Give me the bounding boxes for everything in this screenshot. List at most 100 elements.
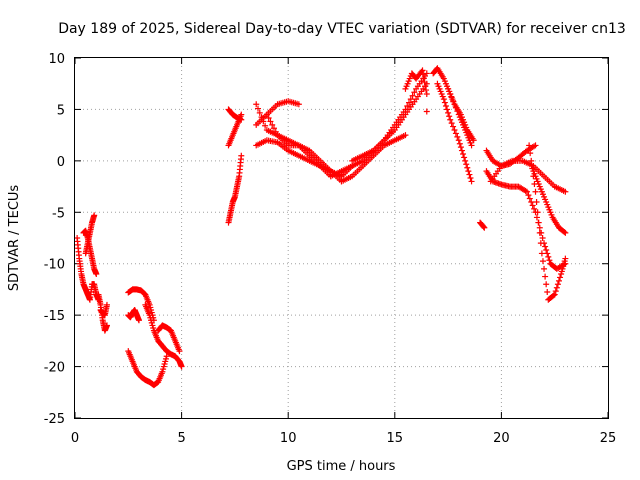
data-point bbox=[456, 140, 463, 147]
series-track-u bbox=[402, 67, 430, 97]
data-point bbox=[452, 130, 459, 137]
data-point bbox=[458, 147, 465, 154]
data-point bbox=[539, 258, 546, 265]
data-point bbox=[462, 157, 469, 164]
data-point bbox=[421, 79, 428, 86]
data-point bbox=[402, 132, 409, 139]
data-point bbox=[531, 205, 538, 212]
data-point bbox=[91, 212, 98, 219]
data-point bbox=[440, 96, 447, 103]
y-tick-label: -15 bbox=[44, 309, 65, 324]
x-tick-labels: 0 5 10 15 20 25 bbox=[71, 431, 616, 446]
data-point bbox=[253, 101, 260, 108]
data-point bbox=[535, 219, 542, 226]
data-point bbox=[238, 111, 245, 118]
data-point bbox=[545, 253, 552, 260]
x-axis-label: GPS time / hours bbox=[287, 459, 396, 474]
data-point bbox=[295, 101, 302, 108]
data-point bbox=[163, 353, 170, 360]
data-point bbox=[423, 91, 430, 97]
data-point bbox=[176, 348, 183, 355]
data-point bbox=[447, 116, 454, 123]
data-point bbox=[420, 75, 427, 82]
series-track-w bbox=[430, 65, 475, 149]
data-point bbox=[557, 274, 564, 281]
data-point bbox=[527, 150, 534, 157]
data-point bbox=[404, 103, 411, 109]
data-point bbox=[533, 199, 540, 205]
series-track-z bbox=[477, 219, 488, 231]
series-track-i bbox=[155, 322, 183, 355]
data-point bbox=[446, 113, 453, 120]
data-point bbox=[103, 322, 110, 329]
data-point bbox=[455, 137, 462, 144]
y-tick-label: -20 bbox=[44, 361, 65, 376]
data-point bbox=[448, 120, 455, 127]
data-point bbox=[93, 271, 100, 277]
series-track-x bbox=[434, 80, 475, 185]
data-point bbox=[546, 257, 553, 264]
y-tick-labels: 10 5 0 -5 -10 -15 -20 -25 bbox=[44, 52, 65, 427]
series-track-t bbox=[338, 132, 409, 185]
data-point bbox=[454, 133, 461, 140]
data-point bbox=[262, 122, 269, 129]
data-points bbox=[74, 65, 569, 389]
series-track-ae bbox=[530, 168, 569, 236]
data-point bbox=[460, 151, 467, 157]
data-point bbox=[529, 202, 536, 209]
data-point bbox=[254, 105, 261, 112]
data-point bbox=[468, 178, 475, 185]
data-point bbox=[423, 87, 430, 94]
data-point bbox=[561, 229, 568, 235]
data-point bbox=[562, 255, 569, 262]
data-point bbox=[562, 188, 569, 195]
data-point bbox=[465, 168, 472, 175]
data-point bbox=[263, 111, 270, 118]
data-point bbox=[468, 142, 475, 149]
grid bbox=[75, 58, 608, 418]
series-track-v bbox=[423, 108, 430, 115]
data-point bbox=[552, 288, 559, 295]
data-point bbox=[272, 128, 279, 135]
data-point bbox=[457, 144, 464, 151]
data-point bbox=[451, 127, 458, 133]
data-point bbox=[444, 106, 451, 113]
x-tick-label: 15 bbox=[387, 431, 404, 446]
data-point bbox=[178, 363, 185, 370]
data-point bbox=[539, 235, 546, 241]
plot-frame bbox=[74, 57, 609, 419]
data-point bbox=[464, 164, 471, 171]
chart-title: Day 189 of 2025, Sidereal Day-to-day VTE… bbox=[58, 21, 626, 37]
x-tick-label: 10 bbox=[280, 431, 297, 446]
data-point bbox=[423, 70, 430, 77]
data-point bbox=[267, 118, 274, 125]
y-tick-label: -5 bbox=[52, 206, 65, 221]
data-point bbox=[525, 192, 532, 199]
data-point bbox=[543, 247, 550, 253]
series-track-e bbox=[97, 301, 110, 319]
x-tick-label: 20 bbox=[493, 431, 510, 446]
data-point bbox=[553, 284, 560, 291]
data-point bbox=[550, 292, 557, 299]
x-tick-label: 5 bbox=[177, 431, 185, 446]
data-point bbox=[480, 223, 487, 230]
data-point bbox=[238, 152, 245, 159]
data-point bbox=[467, 175, 474, 181]
data-point bbox=[445, 109, 452, 116]
y-tick-label: -10 bbox=[44, 258, 65, 273]
data-point bbox=[544, 289, 551, 295]
data-point bbox=[526, 142, 533, 149]
data-point bbox=[528, 199, 535, 205]
axis-ticks bbox=[74, 57, 609, 419]
data-point bbox=[470, 137, 477, 144]
data-point bbox=[409, 92, 416, 99]
data-point bbox=[422, 83, 429, 90]
y-tick-label: 10 bbox=[48, 52, 65, 67]
x-tick-label: 0 bbox=[71, 431, 79, 446]
data-point bbox=[542, 273, 549, 280]
y-tick-label: -25 bbox=[44, 412, 65, 427]
data-point bbox=[466, 171, 473, 178]
data-point bbox=[534, 209, 541, 216]
data-point bbox=[419, 67, 426, 74]
data-point bbox=[532, 188, 539, 195]
